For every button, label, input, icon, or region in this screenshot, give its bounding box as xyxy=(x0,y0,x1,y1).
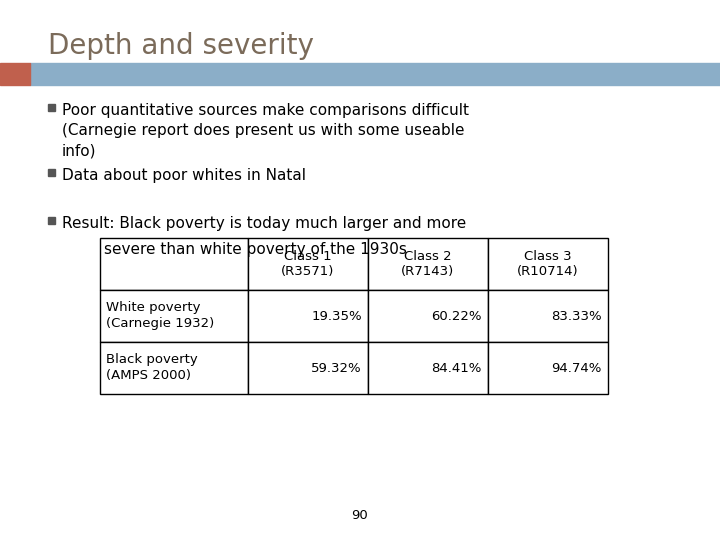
Bar xyxy=(100,238,608,394)
Bar xyxy=(488,238,608,290)
Bar xyxy=(100,342,248,394)
Text: Class 2
(R7143): Class 2 (R7143) xyxy=(401,249,454,279)
Bar xyxy=(0,63,30,85)
Text: Data about poor whites in Natal: Data about poor whites in Natal xyxy=(62,168,306,183)
Bar xyxy=(368,290,488,342)
Bar xyxy=(488,342,608,394)
Text: Black poverty
(AMPS 2000): Black poverty (AMPS 2000) xyxy=(106,354,198,382)
Text: Result: Black poverty is today much larger and more: Result: Black poverty is today much larg… xyxy=(62,216,467,231)
Bar xyxy=(100,238,248,290)
Text: 83.33%: 83.33% xyxy=(552,309,602,322)
Bar xyxy=(488,290,608,342)
Text: Poor quantitative sources make comparisons difficult
(Carnegie report does prese: Poor quantitative sources make compariso… xyxy=(62,103,469,159)
Text: 90: 90 xyxy=(351,509,369,522)
Bar xyxy=(30,63,720,85)
Text: Class 3
(R10714): Class 3 (R10714) xyxy=(517,249,579,279)
Bar xyxy=(48,217,55,224)
Bar xyxy=(100,290,248,342)
Bar xyxy=(248,342,368,394)
Bar xyxy=(48,169,55,176)
Bar xyxy=(368,342,488,394)
Text: 59.32%: 59.32% xyxy=(311,361,362,375)
Text: Depth and severity: Depth and severity xyxy=(48,32,314,60)
Bar xyxy=(48,104,55,111)
Text: 84.41%: 84.41% xyxy=(431,361,482,375)
Text: severe than white poverty of the 1930s: severe than white poverty of the 1930s xyxy=(104,242,407,257)
Bar xyxy=(248,238,368,290)
Bar xyxy=(248,290,368,342)
Text: White poverty
(Carnegie 1932): White poverty (Carnegie 1932) xyxy=(106,301,215,330)
Text: Class 1
(R3571): Class 1 (R3571) xyxy=(282,249,335,279)
Text: 19.35%: 19.35% xyxy=(311,309,362,322)
Text: 60.22%: 60.22% xyxy=(431,309,482,322)
Text: 94.74%: 94.74% xyxy=(552,361,602,375)
Bar xyxy=(368,238,488,290)
